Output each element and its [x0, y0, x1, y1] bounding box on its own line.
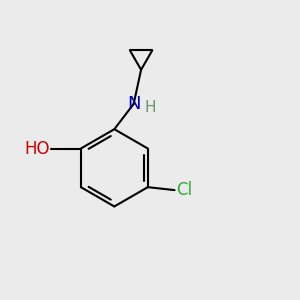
- Text: H: H: [145, 100, 156, 115]
- Text: N: N: [127, 95, 140, 113]
- Text: HO: HO: [24, 140, 50, 158]
- Text: Cl: Cl: [176, 181, 192, 199]
